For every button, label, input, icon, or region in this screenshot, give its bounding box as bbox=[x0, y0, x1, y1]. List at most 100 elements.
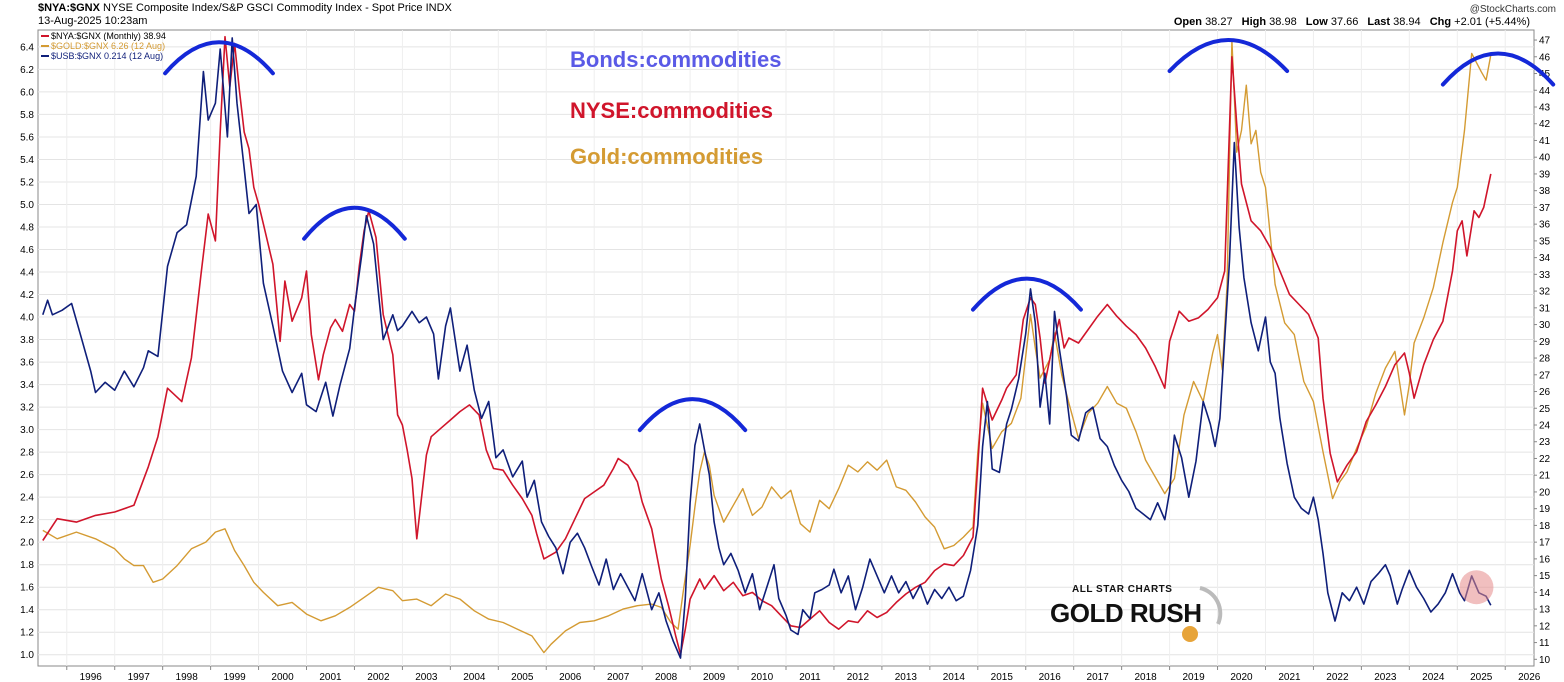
left-tick-label: 4.0 bbox=[20, 313, 34, 324]
top-arc bbox=[163, 40, 275, 76]
right-tick-label: 46 bbox=[1539, 52, 1551, 63]
right-tick-label: 27 bbox=[1539, 370, 1551, 381]
x-tick-label: 1998 bbox=[176, 672, 199, 682]
source-watermark: @StockCharts.com bbox=[1469, 4, 1556, 15]
left-tick-label: 1.2 bbox=[20, 628, 34, 639]
legend: $NYA:$GNX (Monthly) 38.94 $GOLD:$GNX 6.2… bbox=[41, 31, 166, 61]
right-tick-label: 38 bbox=[1539, 186, 1551, 197]
x-axis: 1996 1997 1998 1999 2000 2001 2002 2003 2004 2005… bbox=[66, 666, 1541, 682]
right-tick-label: 19 bbox=[1539, 504, 1551, 515]
right-tick-label: 20 bbox=[1539, 487, 1551, 498]
x-tick-label: 1997 bbox=[128, 672, 151, 682]
x-tick-label: 2002 bbox=[367, 672, 390, 682]
x-tick-label: 2014 bbox=[943, 672, 966, 682]
left-tick-label: 1.6 bbox=[20, 583, 34, 594]
left-tick-label: 5.8 bbox=[20, 110, 34, 121]
left-tick-label: 5.4 bbox=[20, 155, 34, 166]
right-tick-label: 10 bbox=[1539, 655, 1551, 666]
left-tick-label: 4.6 bbox=[20, 245, 34, 256]
right-tick-label: 28 bbox=[1539, 354, 1551, 365]
high-label: High bbox=[1241, 16, 1267, 28]
x-tick-label: 2009 bbox=[703, 672, 726, 682]
right-tick-label: 36 bbox=[1539, 220, 1551, 231]
left-tick-label: 3.4 bbox=[20, 380, 34, 391]
left-axis: 1.0 1.2 1.4 1.6 1.8 2.0 2.2 2.4 2.6 2.8 3.0 3.2 3.4 3… bbox=[20, 42, 34, 661]
x-tick-label: 2006 bbox=[559, 672, 582, 682]
x-tick-label: 2020 bbox=[1230, 672, 1253, 682]
right-tick-label: 44 bbox=[1539, 86, 1551, 97]
top-arc bbox=[971, 276, 1083, 312]
right-tick-label: 39 bbox=[1539, 169, 1551, 180]
top-arc bbox=[1440, 51, 1556, 87]
last-label: Last bbox=[1367, 16, 1391, 28]
right-tick-label: 16 bbox=[1539, 554, 1551, 565]
logo-line1: ALL STAR CHARTS bbox=[1072, 584, 1173, 595]
x-tick-label: 2015 bbox=[991, 672, 1014, 682]
x-tick-label: 2010 bbox=[751, 672, 774, 682]
legend-nyse: $NYA:$GNX (Monthly) 38.94 bbox=[51, 31, 166, 41]
left-tick-label: 2.2 bbox=[20, 515, 34, 526]
left-tick-label: 6.4 bbox=[20, 42, 34, 53]
gridlines bbox=[38, 30, 1534, 666]
right-tick-label: 26 bbox=[1539, 387, 1551, 398]
x-tick-label: 2016 bbox=[1039, 672, 1062, 682]
top-arc bbox=[637, 397, 748, 433]
low-value: 37.66 bbox=[1330, 16, 1359, 28]
legend-bonds: $USB:$GNX 0.214 (12 Aug) bbox=[51, 51, 163, 61]
right-tick-label: 25 bbox=[1539, 404, 1551, 415]
chg-value: +2.01 (+5.44%) bbox=[1454, 16, 1530, 28]
open-label: Open bbox=[1173, 16, 1202, 28]
x-tick-label: 2000 bbox=[271, 672, 294, 682]
left-tick-label: 3.8 bbox=[20, 335, 34, 346]
left-tick-label: 5.2 bbox=[20, 177, 34, 188]
x-tick-label: 1996 bbox=[80, 672, 103, 682]
nyse-commodities-annotation: NYSE:commodities bbox=[570, 98, 773, 123]
gold-rush-logo: ALL STAR CHARTS GOLD RUSH bbox=[1050, 584, 1230, 644]
x-tick-label: 2024 bbox=[1422, 672, 1445, 682]
left-tick-label: 1.4 bbox=[20, 605, 34, 616]
left-tick-label: 5.0 bbox=[20, 200, 34, 211]
right-tick-label: 41 bbox=[1539, 136, 1551, 147]
left-tick-label: 3.6 bbox=[20, 358, 34, 369]
right-tick-label: 34 bbox=[1539, 253, 1551, 264]
right-tick-label: 18 bbox=[1539, 521, 1551, 532]
left-tick-label: 1.0 bbox=[20, 650, 34, 661]
right-tick-label: 37 bbox=[1539, 203, 1551, 214]
right-tick-label: 24 bbox=[1539, 420, 1551, 431]
symbol: $NYA:$GNX bbox=[38, 2, 100, 14]
chart-date: 13-Aug-2025 10:23am bbox=[38, 15, 148, 27]
x-tick-label: 2008 bbox=[655, 672, 678, 682]
right-tick-label: 30 bbox=[1539, 320, 1551, 331]
open-value: 38.27 bbox=[1205, 16, 1233, 28]
x-tick-label: 2004 bbox=[463, 672, 486, 682]
x-tick-label: 2001 bbox=[319, 672, 342, 682]
right-axis: 10 11 12 13 14 15 16 17 18 19 20 21 22 23 24 25 26 27 28 29… bbox=[1534, 36, 1551, 666]
right-tick-label: 11 bbox=[1539, 638, 1550, 649]
bonds-commodities-line bbox=[42, 37, 1492, 659]
left-tick-label: 2.8 bbox=[20, 448, 34, 459]
x-tick-label: 2018 bbox=[1134, 672, 1157, 682]
right-tick-label: 17 bbox=[1539, 538, 1551, 549]
series-lines bbox=[42, 35, 1492, 659]
right-tick-label: 35 bbox=[1539, 236, 1551, 247]
low-label: Low bbox=[1305, 16, 1328, 28]
right-tick-label: 14 bbox=[1539, 588, 1551, 599]
right-tick-label: 23 bbox=[1539, 437, 1551, 448]
left-tick-label: 3.2 bbox=[20, 403, 34, 414]
ohlc-readout: Open 38.27 High 38.98 Low 37.66 Last 38.… bbox=[1174, 16, 1536, 29]
highlight-circle bbox=[1459, 570, 1494, 605]
x-tick-label: 2025 bbox=[1470, 672, 1493, 682]
symbol-description: NYSE Composite Index/S&P GSCI Commodity … bbox=[103, 2, 452, 14]
right-tick-label: 15 bbox=[1539, 571, 1551, 582]
right-tick-label: 22 bbox=[1539, 454, 1551, 465]
x-tick-label: 1999 bbox=[223, 672, 246, 682]
x-tick-label: 2005 bbox=[511, 672, 534, 682]
x-tick-label: 2011 bbox=[799, 672, 821, 682]
left-tick-label: 4.4 bbox=[20, 268, 34, 279]
left-tick-label: 3.0 bbox=[20, 425, 34, 436]
last-value: 38.94 bbox=[1393, 16, 1421, 28]
legend-gold: $GOLD:$GNX 6.26 (12 Aug) bbox=[51, 41, 165, 51]
top-arc bbox=[302, 205, 407, 241]
right-tick-label: 33 bbox=[1539, 270, 1551, 281]
